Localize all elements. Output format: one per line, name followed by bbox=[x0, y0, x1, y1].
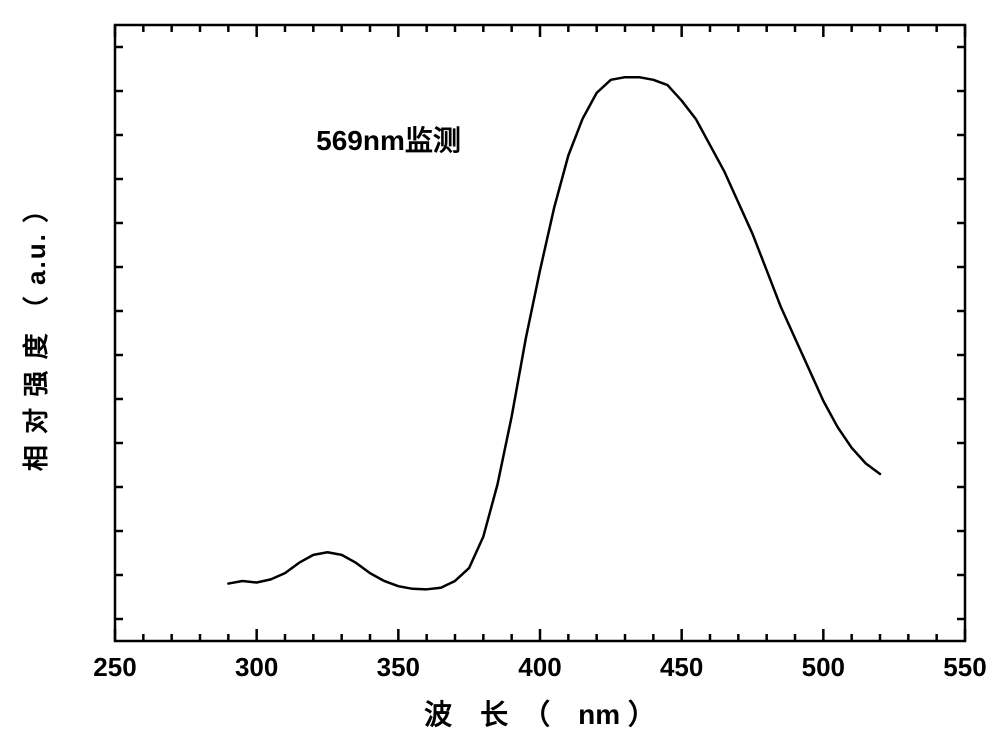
svg-text:450: 450 bbox=[660, 652, 703, 682]
svg-text:300: 300 bbox=[235, 652, 278, 682]
svg-text:400: 400 bbox=[518, 652, 561, 682]
svg-text:550: 550 bbox=[943, 652, 986, 682]
svg-text:250: 250 bbox=[93, 652, 136, 682]
y-axis-label: 相 对 强 度 （ a.u. ） bbox=[21, 195, 51, 471]
chart-container: 250 300 350 400 450 500 550 569nm监测波 长 （ nm ） 相 … bbox=[0, 0, 1000, 746]
svg-text:350: 350 bbox=[377, 652, 420, 682]
x-axis-label: 波 长 （ nm ） bbox=[424, 698, 656, 730]
annotation-label: 569nm监测 bbox=[316, 125, 461, 156]
spectrum-chart: 250 300 350 400 450 500 550 569nm监测波 长 （ nm ） 相 … bbox=[0, 0, 1000, 746]
svg-text:500: 500 bbox=[802, 652, 845, 682]
